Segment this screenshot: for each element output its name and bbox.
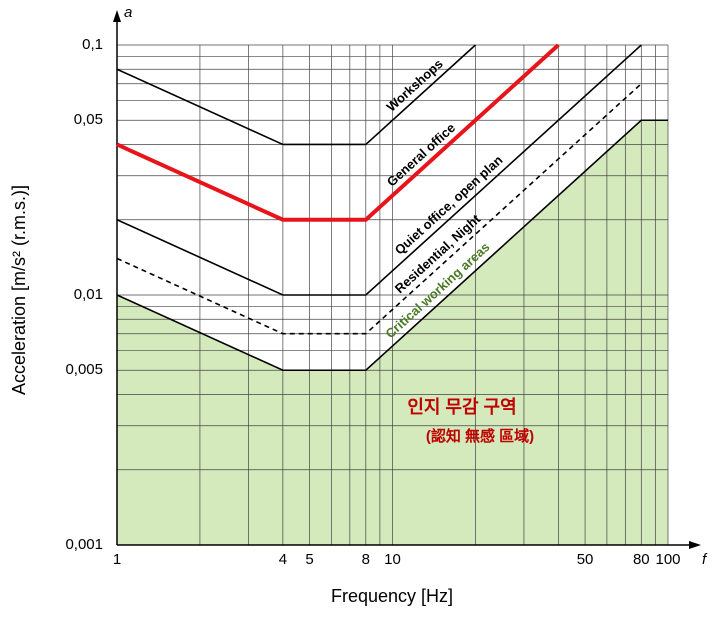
x-tick-label: 4 (279, 551, 287, 568)
y-tick-label: 0,01 (74, 286, 103, 303)
x-tick-label: 5 (305, 551, 313, 568)
series-line (116, 44, 476, 146)
series-line (116, 43, 560, 222)
annotation: (認知 無感 區域) (426, 427, 534, 445)
x-tick-label: 50 (577, 551, 594, 568)
y-tick-label: 0,1 (82, 36, 103, 53)
y-tick-label: 0,05 (74, 111, 103, 128)
series-label: General office (384, 120, 458, 189)
y-axis-label: Acceleration [m/s² (r.m.s.)] (9, 185, 29, 395)
y-axis-arrow (113, 10, 121, 22)
x-axis-arrow (689, 541, 701, 549)
area-fill (117, 120, 668, 545)
series-line (116, 119, 668, 372)
y-tick-label: 0,005 (65, 361, 103, 378)
annotation: 인지 무감 구역 (407, 397, 516, 417)
y-axis-symbol: a (124, 4, 132, 21)
series-line (116, 83, 642, 335)
x-axis-symbol: f (702, 551, 708, 568)
x-tick-label: 10 (384, 551, 401, 568)
series-line (116, 44, 642, 296)
x-axis-label: Frequency [Hz] (331, 586, 453, 606)
x-tick-label: 1 (113, 551, 121, 568)
y-tick-label: 0,001 (65, 536, 103, 553)
x-tick-label: 80 (633, 551, 650, 568)
x-tick-label: 8 (362, 551, 370, 568)
x-tick-label: 100 (655, 551, 680, 568)
